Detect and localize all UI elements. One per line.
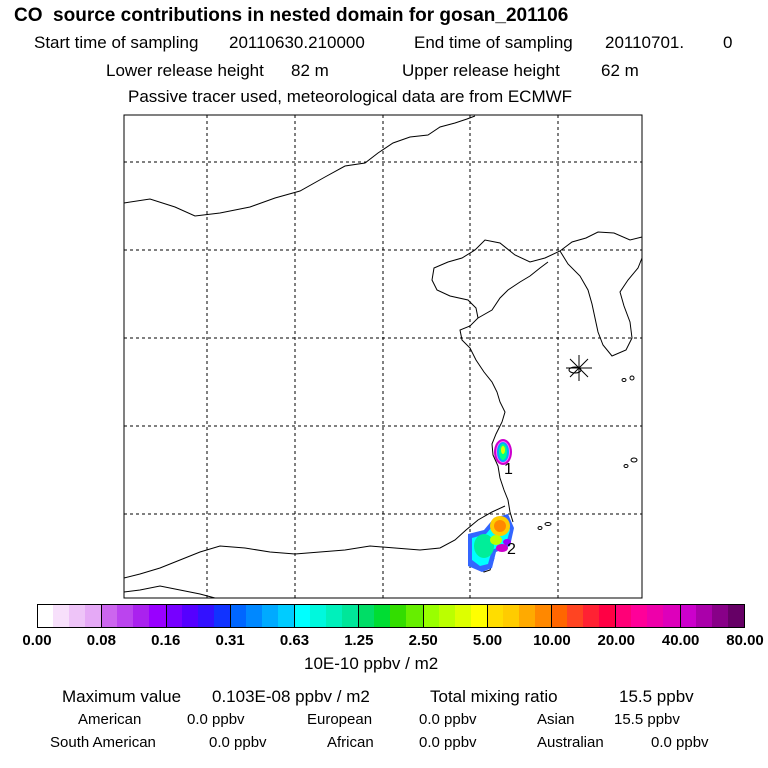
- coastlines: [123, 115, 643, 599]
- color-bar-cell: [422, 605, 439, 627]
- total-mixing-label: Total mixing ratio: [430, 687, 558, 706]
- color-bar-cell: [358, 605, 375, 627]
- color-bar-tick-label: 0.00: [22, 632, 52, 649]
- color-bar-tick-label: 0.08: [86, 632, 116, 649]
- color-bar-cell: [213, 605, 230, 627]
- region-south-american-label: South American: [50, 734, 156, 751]
- color-bar-cell: [551, 605, 568, 627]
- color-bar-tick-label: 20.00: [597, 632, 636, 649]
- region-african-label: African: [327, 734, 374, 751]
- upper-height-value: 62 m: [601, 61, 639, 80]
- color-bar-tick-label: 10.00: [533, 632, 571, 649]
- color-bar-cell: [277, 605, 294, 627]
- color-bar-cell: [165, 605, 182, 627]
- plot-title: CO source contributions in nested domain…: [14, 5, 569, 26]
- color-bar-tick-label: 40.00: [661, 632, 700, 649]
- color-bar-tick-label: 5.00: [472, 632, 503, 649]
- color-bar-cell: [326, 605, 343, 627]
- lat-lon-grid: [124, 115, 642, 598]
- source-plume-2: [468, 514, 514, 572]
- color-bar-cell: [679, 605, 696, 627]
- end-time-label: End time of sampling: [414, 33, 573, 52]
- color-bar-cell: [583, 605, 600, 627]
- source-plume-1: [494, 439, 512, 465]
- start-time-label: Start time of sampling: [34, 33, 199, 52]
- color-bar-cell: [695, 605, 712, 627]
- start-time-value: 20110630.210000: [229, 33, 365, 52]
- tracer-note: Passive tracer used, meteorological data…: [128, 87, 573, 106]
- end-time-value: 20110701.: [605, 33, 685, 52]
- color-bar-cell: [342, 605, 359, 627]
- region-south-american-value: 0.0 ppbv: [209, 734, 267, 751]
- lower-height-value: 82 m: [291, 61, 329, 80]
- color-bar-tick-label: 1.25: [344, 632, 374, 649]
- total-mixing-value: 15.5 ppbv: [619, 687, 694, 706]
- color-bar-cell: [711, 605, 728, 627]
- color-bar-cell: [631, 605, 648, 627]
- receptor-asterisk-icon: [566, 355, 592, 381]
- color-bar-cell: [38, 605, 54, 627]
- region-asian-value: 15.5 ppbv: [614, 711, 680, 728]
- color-bar-cell: [69, 605, 86, 627]
- lower-height-label: Lower release height: [106, 61, 264, 80]
- color-bar-cell: [502, 605, 519, 627]
- color-bar-cell: [374, 605, 391, 627]
- color-bar-cell: [599, 605, 616, 627]
- color-bar-cell: [615, 605, 632, 627]
- color-bar-cell: [261, 605, 278, 627]
- color-bar-cell: [53, 605, 70, 627]
- region-african-value: 0.0 ppbv: [419, 734, 477, 751]
- region-american-value: 0.0 ppbv: [187, 711, 245, 728]
- color-bar-cell: [727, 605, 744, 627]
- color-bar-cell: [294, 605, 311, 627]
- color-bar-tick-label: 2.50: [408, 632, 438, 649]
- color-bar-units: 10E-10 ppbv / m2: [304, 654, 439, 673]
- region-australian-label: Australian: [537, 734, 604, 751]
- color-bar-cell: [149, 605, 166, 627]
- color-bar-tick-label: 0.16: [151, 632, 181, 649]
- max-value-label: Maximum value: [62, 687, 182, 706]
- color-bar-cell: [486, 605, 503, 627]
- color-bar-cell: [101, 605, 118, 627]
- color-bar-cell: [117, 605, 134, 627]
- color-bar-cell: [470, 605, 487, 627]
- upper-height-label: Upper release height: [402, 61, 560, 80]
- color-bar-cell: [390, 605, 407, 627]
- color-bar-cell: [85, 605, 102, 627]
- color-bar-cell: [647, 605, 664, 627]
- region-asian-label: Asian: [537, 711, 575, 728]
- color-bar-cell: [133, 605, 150, 627]
- color-bar-cell: [229, 605, 246, 627]
- region-american-label: American: [78, 711, 142, 728]
- color-bar-cell: [310, 605, 327, 627]
- region-european-label: European: [307, 711, 373, 728]
- region-european-value: 0.0 ppbv: [419, 711, 477, 728]
- color-bar-cell: [454, 605, 471, 627]
- source-label-1: 1: [504, 461, 513, 478]
- source-label-2: 2: [507, 541, 516, 558]
- color-bar: [37, 604, 745, 628]
- region-australian-value: 0.0 ppbv: [651, 734, 709, 751]
- color-bar-cell: [518, 605, 535, 627]
- color-bar-cell: [245, 605, 262, 627]
- color-bar-cell: [438, 605, 455, 627]
- end-time-suffix: 0: [723, 33, 733, 52]
- color-bar-cell: [534, 605, 551, 627]
- color-bar-cell: [181, 605, 198, 627]
- color-bar-tick-label: 80.00: [726, 632, 764, 649]
- color-bar-cell: [663, 605, 680, 627]
- max-value: 0.103E-08 ppbv / m2: [212, 687, 370, 706]
- color-bar-cell: [197, 605, 214, 627]
- color-bar-cell: [406, 605, 423, 627]
- color-bar-tick-label: 0.63: [279, 632, 310, 649]
- color-bar-tick-label: 0.31: [215, 632, 245, 649]
- color-bar-cell: [567, 605, 584, 627]
